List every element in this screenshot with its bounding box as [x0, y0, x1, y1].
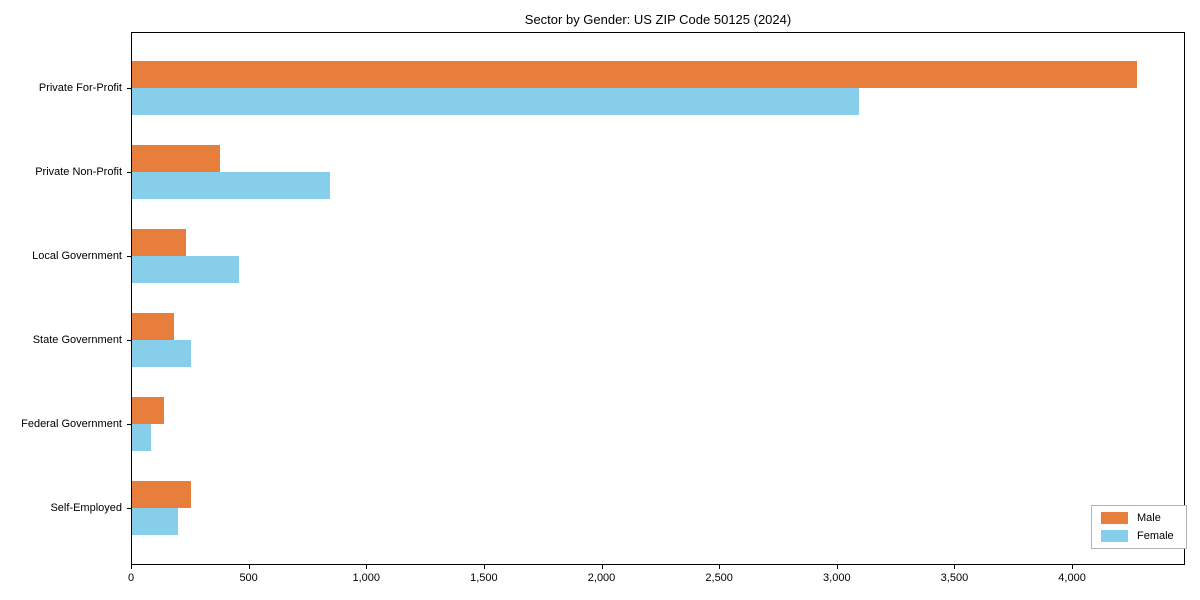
bar-female-state-government — [132, 340, 191, 367]
y-tick-label: State Government — [32, 334, 122, 346]
x-tick-mark — [601, 565, 603, 569]
legend-item-male: Male — [1101, 512, 1177, 524]
x-tick-mark — [836, 565, 838, 569]
x-tick-label: 2,500 — [705, 572, 733, 584]
bar-male-private-for-profit — [132, 61, 1137, 88]
y-tick-mark — [127, 424, 131, 425]
x-tick-mark — [719, 565, 721, 569]
x-tick-label: 4,000 — [1058, 572, 1086, 584]
bar-female-private-for-profit — [132, 88, 859, 115]
x-tick-mark — [248, 565, 250, 569]
y-tick-mark — [127, 172, 131, 173]
bar-male-federal-government — [132, 397, 164, 424]
bar-female-local-government — [132, 256, 240, 283]
x-tick-mark — [366, 565, 368, 569]
y-tick-label: Local Government — [32, 250, 122, 262]
bar-male-private-non-profit — [132, 145, 221, 172]
x-tick-label: 2,000 — [587, 572, 616, 584]
x-tick-mark — [131, 565, 132, 569]
legend-label-male: Male — [1137, 512, 1161, 524]
chart-title: Sector by Gender: US ZIP Code 50125 (202… — [524, 12, 792, 27]
bar-female-self-employed — [132, 508, 178, 535]
y-tick-label: Self-Employed — [50, 502, 122, 514]
y-tick-mark — [127, 88, 131, 89]
x-tick-label: 3,500 — [940, 572, 969, 584]
x-tick-mark — [483, 565, 485, 569]
legend-item-female: Female — [1101, 530, 1177, 542]
bar-male-self-employed — [132, 481, 191, 508]
y-tick-label: Private Non-Profit — [35, 166, 122, 178]
x-tick-mark — [954, 565, 956, 569]
female-series-swatch-icon — [1101, 530, 1128, 542]
male-series-swatch-icon — [1101, 512, 1128, 524]
x-tick-label: 3,000 — [823, 572, 851, 584]
x-tick-mark — [1072, 565, 1074, 569]
bar-male-local-government — [132, 229, 187, 256]
legend-label-female: Female — [1137, 530, 1174, 542]
plot-area — [131, 32, 1185, 565]
y-tick-mark — [127, 340, 131, 341]
x-tick-label: 500 — [239, 572, 258, 584]
bar-male-state-government — [132, 313, 175, 340]
y-tick-mark — [127, 256, 131, 257]
bar-female-federal-government — [132, 424, 151, 451]
x-tick-label: 0 — [127, 572, 135, 584]
legend: Male Female — [1091, 505, 1187, 549]
x-tick-label: 1,500 — [470, 572, 498, 584]
y-tick-label: Federal Government — [21, 418, 122, 430]
bar-female-private-non-profit — [132, 172, 330, 199]
y-tick-label: Private For-Profit — [38, 82, 122, 94]
x-tick-label: 1,000 — [352, 572, 381, 584]
y-tick-mark — [127, 508, 131, 509]
